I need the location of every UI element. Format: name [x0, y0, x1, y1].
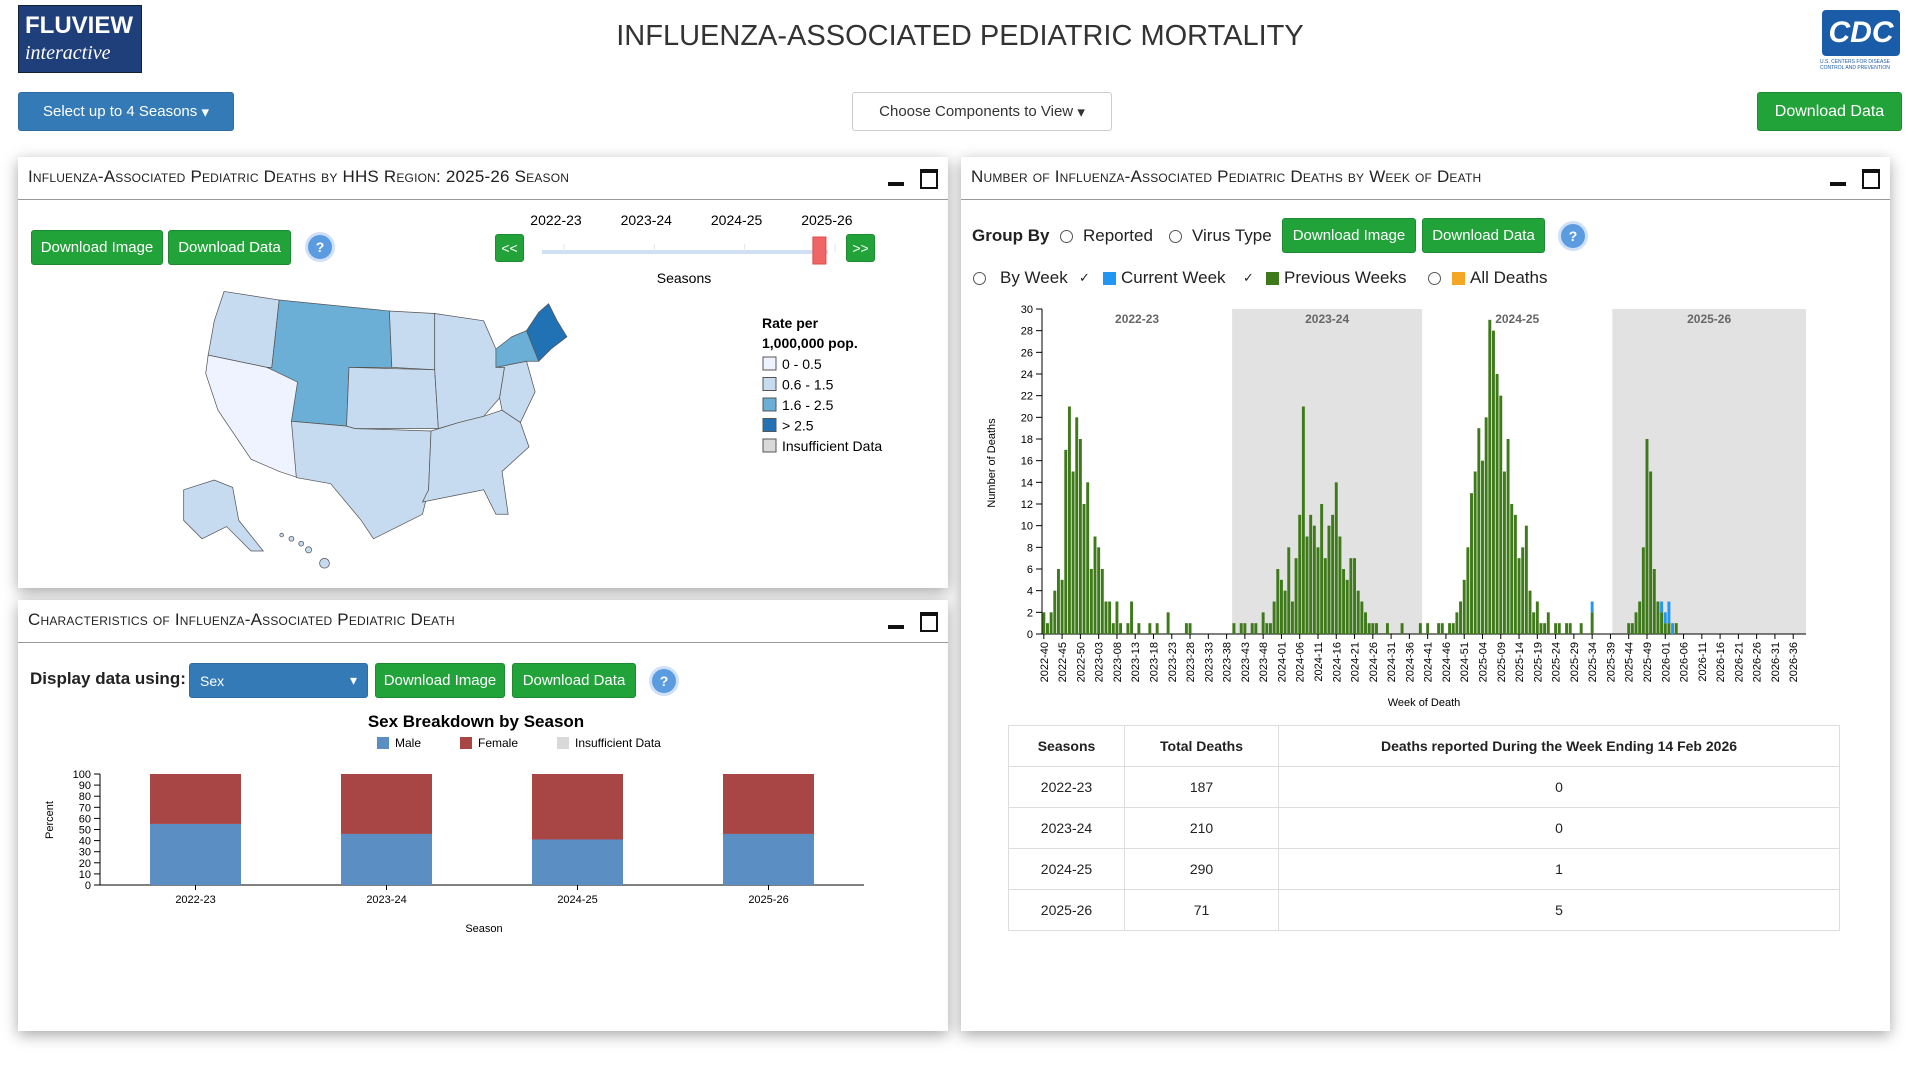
minimize[interactable]: [888, 182, 904, 186]
help[interactable]: ?: [1561, 224, 1585, 248]
minimize[interactable]: [888, 625, 904, 629]
option-label: Virus Type: [1192, 226, 1272, 245]
radio[interactable]: [1060, 230, 1073, 243]
column-header: Seasons: [1008, 725, 1125, 767]
panel-title: Influenza-Associated Pediatric Deaths by…: [28, 167, 570, 186]
download-data[interactable]: Download Data: [1422, 218, 1545, 253]
cell: 0: [1278, 807, 1840, 849]
logo-tagline: interactive: [25, 42, 111, 64]
radio[interactable]: [1428, 272, 1441, 285]
help[interactable]: ?: [308, 235, 332, 259]
seasons-button[interactable]: Select up to 4 Seasons ▾: [18, 92, 234, 131]
option-label: Reported: [1083, 226, 1153, 245]
table-row: 2024-25 290 1: [1008, 848, 1840, 890]
download-image[interactable]: Download Image: [31, 230, 163, 265]
fluview-logo[interactable]: FLUVIEW interactive: [18, 5, 142, 73]
cdc-caption: U.S. CENTERS FOR DISEASE CONTROL AND PRE…: [1820, 59, 1891, 71]
cell: 71: [1124, 889, 1279, 931]
checkbox[interactable]: ✓: [1243, 270, 1254, 285]
download-data[interactable]: Download Data: [168, 230, 291, 265]
table-row: 2022-23 187 0: [1008, 766, 1840, 808]
button-label: Choose Components to View: [879, 103, 1074, 120]
group-by-label: Group By: [972, 226, 1050, 245]
cell: 290: [1124, 848, 1279, 890]
maximize[interactable]: [920, 612, 938, 632]
cell: 1: [1278, 848, 1840, 890]
logo-name: FLUVIEW: [25, 12, 133, 39]
column-header: Deaths reported During the Week Ending 1…: [1278, 725, 1840, 767]
legend-swatch: [1266, 272, 1279, 285]
radio[interactable]: [1169, 230, 1182, 243]
download-button[interactable]: Download Data: [1757, 92, 1902, 131]
cell: 2025-26: [1008, 889, 1125, 931]
maximize[interactable]: [1862, 169, 1880, 189]
radio[interactable]: [973, 272, 986, 285]
help[interactable]: ?: [652, 669, 676, 693]
legend-label: Previous Weeks: [1284, 268, 1407, 287]
option-label: By Week: [1000, 268, 1068, 287]
map-panel: Influenza-Associated Pediatric Deaths by…: [18, 157, 948, 588]
cell: 210: [1124, 807, 1279, 849]
divider: [961, 199, 1890, 200]
table-row: 2023-24 210 0: [1008, 807, 1840, 849]
panel-title: Characteristics of Influenza-Associated …: [28, 610, 455, 629]
table-row: 2025-26 71 5: [1008, 889, 1840, 931]
table-header: Seasons Total Deaths Deaths reported Dur…: [1008, 725, 1840, 767]
option-label: All Deaths: [1470, 268, 1548, 287]
summary-table: Seasons Total Deaths Deaths reported Dur…: [1008, 725, 1840, 931]
download-image[interactable]: Download Image: [375, 663, 505, 698]
button-label: Select up to 4 Seasons: [43, 103, 198, 120]
next-season[interactable]: >>: [846, 234, 875, 262]
select-value: Sex: [200, 672, 225, 689]
download-data[interactable]: Download Data: [512, 663, 636, 698]
cell: 187: [1124, 766, 1279, 808]
cell: 0: [1278, 766, 1840, 808]
cell: 2022-23: [1008, 766, 1125, 808]
column-header: Total Deaths: [1124, 725, 1279, 767]
checkbox[interactable]: ✓: [1079, 270, 1090, 285]
display-select[interactable]: Sex ▾: [189, 663, 368, 698]
divider: [18, 199, 948, 200]
legend-swatch: [1103, 272, 1116, 285]
prev-season[interactable]: <<: [495, 234, 524, 262]
cell: 5: [1278, 889, 1840, 931]
panel-title: Number of Influenza-Associated Pediatric…: [971, 167, 1482, 186]
display-label: Display data using:: [30, 669, 186, 688]
legend-label: Current Week: [1121, 268, 1226, 287]
cell: 2024-25: [1008, 848, 1125, 890]
minimize[interactable]: [1830, 182, 1846, 186]
divider: [18, 642, 948, 643]
legend-swatch: [1452, 272, 1465, 285]
maximize[interactable]: [920, 169, 938, 189]
page-title: INFLUENZA-ASSOCIATED PEDIATRIC MORTALITY: [616, 20, 1304, 52]
cdc-logo[interactable]: CDC: [1822, 10, 1900, 56]
cell: 2023-24: [1008, 807, 1125, 849]
download-image[interactable]: Download Image: [1282, 218, 1416, 253]
components-button[interactable]: Choose Components to View ▾: [852, 92, 1112, 131]
